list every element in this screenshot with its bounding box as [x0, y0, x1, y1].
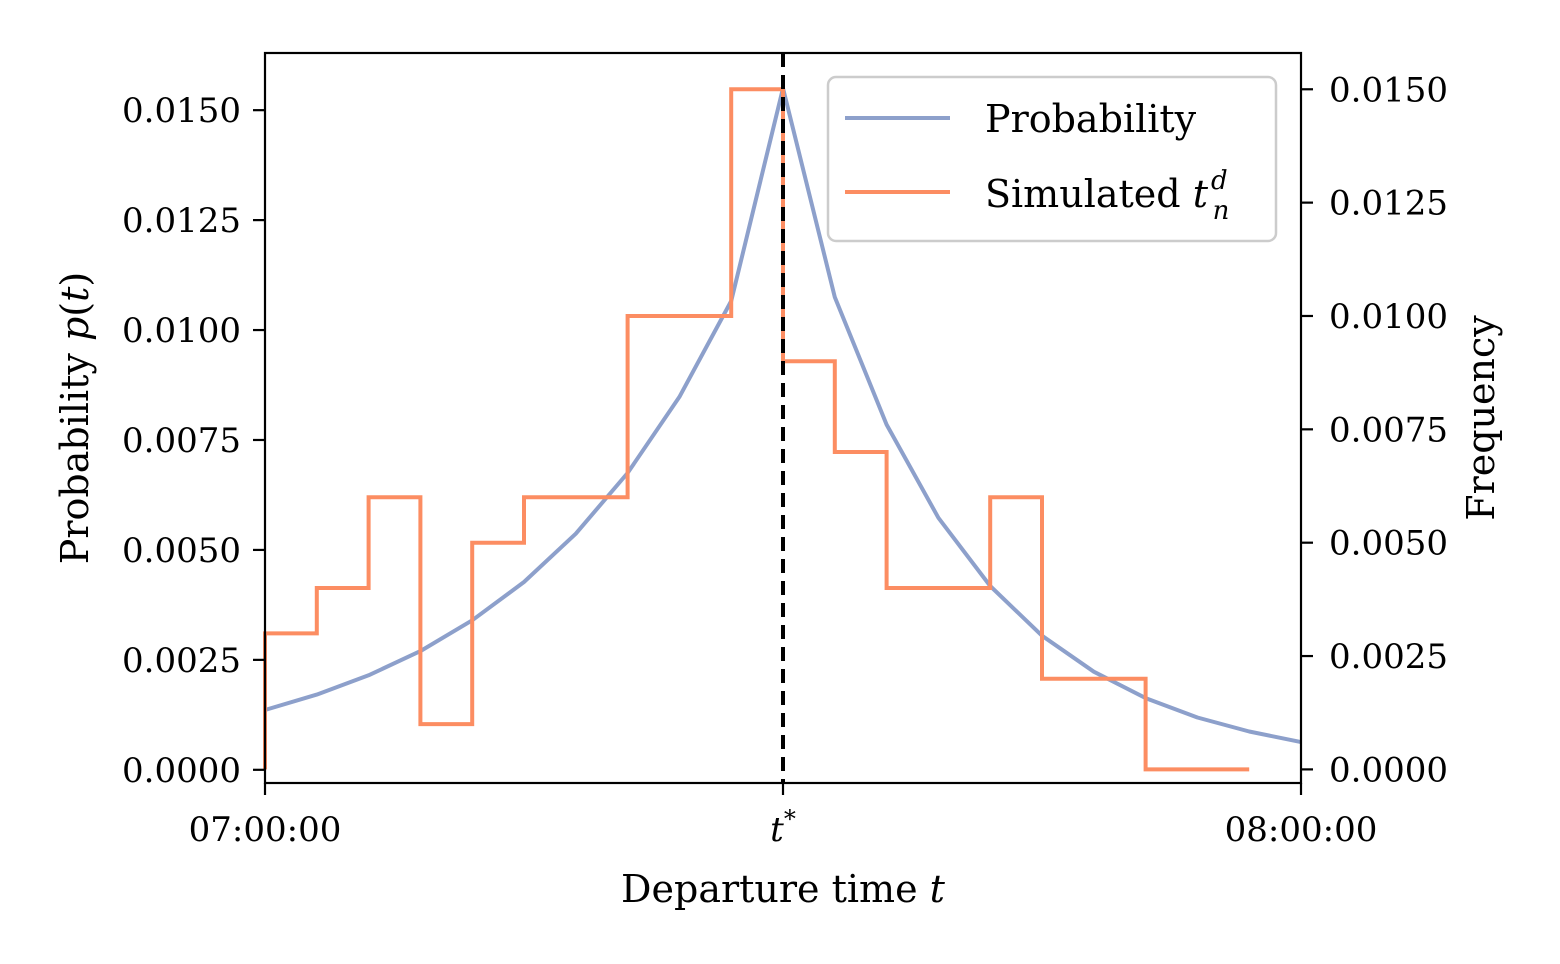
- left-y-tick-label: 0.0025: [122, 641, 241, 681]
- right-y-tick-label: 0.0000: [1329, 750, 1448, 790]
- legend-label-probability: Probability: [985, 97, 1197, 141]
- right-y-tick-label: 0.0150: [1329, 70, 1448, 110]
- right-y-tick-label: 0.0125: [1329, 184, 1448, 224]
- x-axis: 07:00:00 t* 08:00:00: [189, 783, 1378, 850]
- x-axis-label-text: Departure time: [621, 867, 930, 911]
- histogram-layer: [263, 87, 1250, 772]
- left-y-tick-label: 0.0075: [122, 421, 241, 461]
- right-y-tick-label: 0.0025: [1329, 637, 1448, 677]
- right-y-axis-label: Frequency: [1459, 315, 1503, 521]
- x-tick-label: 08:00:00: [1225, 810, 1378, 850]
- left-y-axis: 0.0000 0.0025 0.0050 0.0075 0.0100 0.0125 0.01…: [122, 91, 265, 791]
- x-tick-label: 07:00:00: [189, 810, 342, 850]
- left-y-axis-label: Probability p(t): [53, 272, 97, 564]
- left-y-tick-label: 0.0100: [122, 311, 241, 351]
- x-axis-label-var: t: [930, 867, 946, 911]
- x-axis-label: Departure time t: [621, 867, 946, 911]
- simulated-histogram-step: [263, 87, 1250, 772]
- right-y-tick-label: 0.0075: [1329, 410, 1448, 450]
- right-y-tick-label: 0.0100: [1329, 297, 1448, 337]
- left-y-tick-label: 0.0050: [122, 531, 241, 571]
- x-tick-label: t*: [770, 805, 796, 850]
- right-y-axis: 0.0000 0.0025 0.0050 0.0075 0.0100 0.0125 0.01…: [1301, 70, 1448, 790]
- left-y-tick-label: 0.0125: [122, 201, 241, 241]
- left-y-tick-label: 0.0000: [122, 751, 241, 791]
- left-y-tick-label: 0.0150: [122, 91, 241, 131]
- right-y-tick-label: 0.0050: [1329, 524, 1448, 564]
